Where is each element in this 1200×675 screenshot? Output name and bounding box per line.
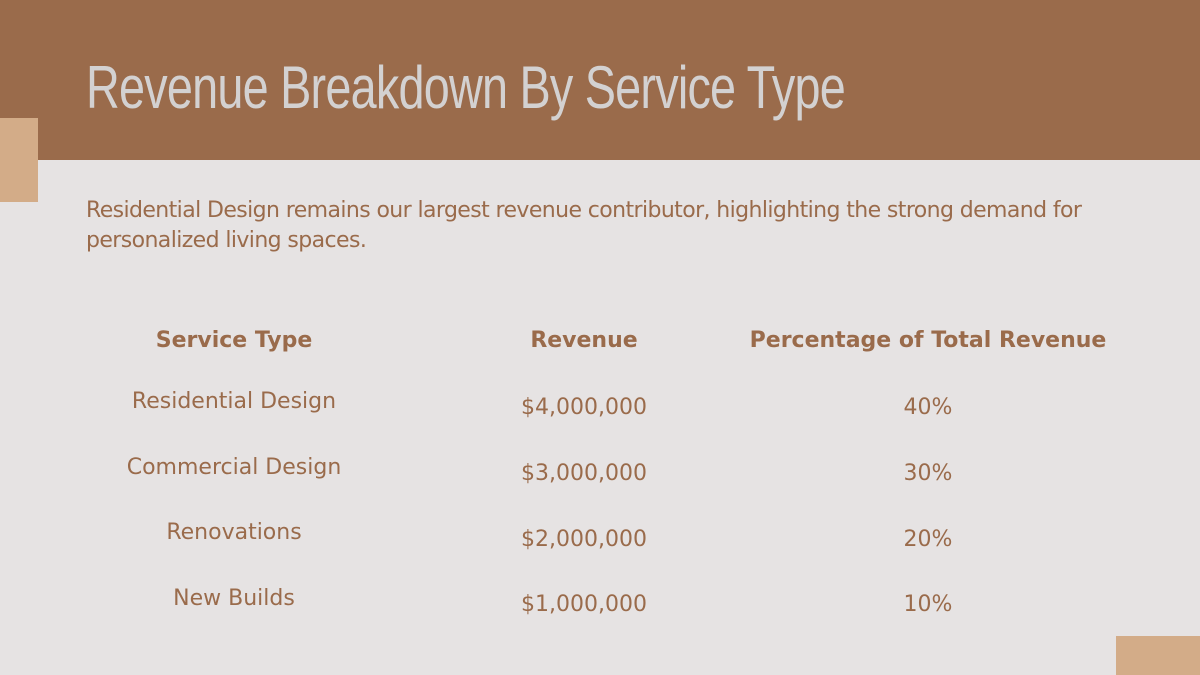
revenue-cell: $1,000,000	[521, 592, 647, 617]
accent-block-left	[0, 118, 38, 202]
percentage-cell: 30%	[903, 461, 953, 486]
percentage-cell: 10%	[903, 592, 953, 617]
slide-subtitle: Residential Design remains our largest r…	[86, 198, 1082, 253]
column-header-percentage: Percentage of Total Revenue	[749, 328, 1107, 353]
slide-title: Revenue Breakdown By Service Type	[86, 54, 846, 121]
column-header-service-type: Service Type	[155, 328, 313, 353]
column-header-revenue: Revenue	[530, 328, 638, 353]
service-type-cell: Commercial Design	[126, 455, 342, 480]
percentage-cell: 20%	[903, 527, 953, 552]
revenue-cell: $4,000,000	[521, 395, 647, 420]
header-banner	[0, 0, 1200, 160]
revenue-cell: $3,000,000	[521, 461, 647, 486]
service-type-cell: Renovations	[166, 520, 302, 545]
revenue-cell: $2,000,000	[521, 527, 647, 552]
service-type-cell: New Builds	[173, 586, 295, 611]
accent-block-bottom-right	[1116, 636, 1200, 675]
percentage-cell: 40%	[903, 395, 953, 420]
service-type-cell: Residential Design	[131, 389, 337, 414]
